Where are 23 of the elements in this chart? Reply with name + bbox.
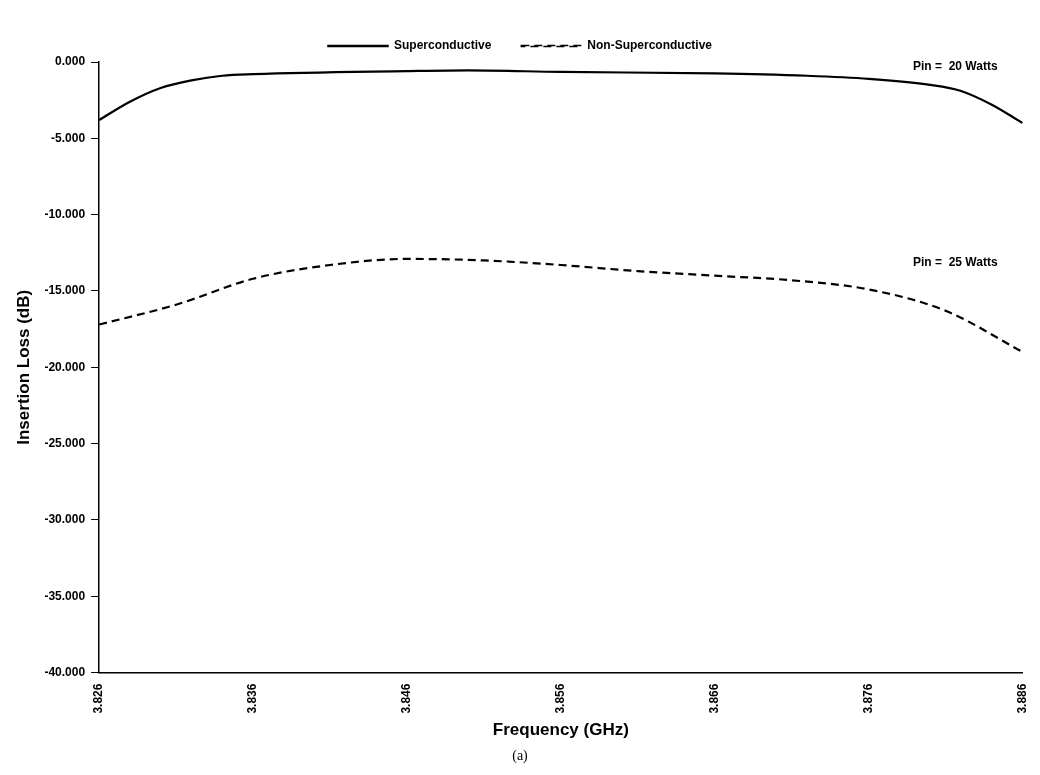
annotation: Pin = 25 Watts bbox=[913, 254, 998, 269]
legend-label: Non-Superconductive bbox=[587, 38, 713, 53]
x-tick-label: 3.826 bbox=[91, 683, 106, 714]
y-tick-label: -20.000 bbox=[44, 359, 86, 374]
y-tick-label: -5.000 bbox=[51, 130, 86, 145]
x-tick-label: 3.866 bbox=[707, 683, 722, 714]
y-tick-label: 0.000 bbox=[55, 54, 86, 69]
x-axis-title: Frequency (GHz) bbox=[492, 720, 629, 740]
x-tick-label: 3.836 bbox=[245, 683, 260, 714]
y-tick-label: -30.000 bbox=[44, 512, 86, 527]
annotation: Pin = 20 Watts bbox=[913, 59, 998, 74]
y-tick-label: -25.000 bbox=[44, 435, 86, 450]
text: (a) bbox=[511, 748, 529, 764]
x-tick-label: 3.876 bbox=[861, 683, 875, 714]
legend-label: Superconductive bbox=[393, 38, 492, 53]
x-tick-label: 3.886 bbox=[1014, 683, 1029, 714]
y-tick-label: -15.000 bbox=[44, 283, 86, 298]
y-tick-label: -40.000 bbox=[44, 664, 86, 679]
x-tick-label: 3.856 bbox=[553, 683, 568, 714]
y-tick-label: -35.000 bbox=[44, 588, 86, 603]
y-tick-label: -10.000 bbox=[44, 206, 86, 221]
y-axis-title: Insertion Loss (dB) bbox=[13, 289, 33, 445]
x-tick-label: 3.846 bbox=[399, 683, 414, 714]
